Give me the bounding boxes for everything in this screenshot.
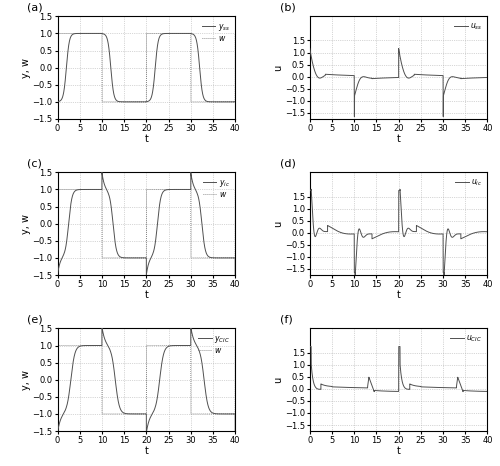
- X-axis label: t: t: [144, 290, 148, 300]
- Text: (d): (d): [280, 158, 295, 168]
- Y-axis label: u: u: [274, 377, 283, 383]
- Y-axis label: u: u: [274, 64, 283, 71]
- Y-axis label: u: u: [274, 220, 283, 227]
- Text: (f): (f): [280, 314, 292, 324]
- Legend: $u_{ic}$: $u_{ic}$: [454, 176, 484, 190]
- Y-axis label: y, w: y, w: [21, 370, 31, 390]
- Legend: $y_{CIC}$, $w$: $y_{CIC}$, $w$: [196, 332, 232, 356]
- Text: (c): (c): [28, 158, 42, 168]
- Legend: $u_{CIC}$: $u_{CIC}$: [448, 332, 484, 346]
- X-axis label: t: t: [396, 134, 400, 144]
- Y-axis label: y, w: y, w: [21, 214, 31, 233]
- Text: (b): (b): [280, 2, 295, 12]
- X-axis label: t: t: [396, 290, 400, 300]
- Text: (e): (e): [28, 314, 43, 324]
- X-axis label: t: t: [144, 446, 148, 456]
- Legend: $y_{ic}$, $w$: $y_{ic}$, $w$: [201, 176, 232, 200]
- Legend: $y_{ss}$, $w$: $y_{ss}$, $w$: [200, 20, 232, 44]
- Legend: $u_{ss}$: $u_{ss}$: [452, 20, 484, 34]
- Y-axis label: y, w: y, w: [21, 58, 31, 78]
- X-axis label: t: t: [396, 446, 400, 456]
- X-axis label: t: t: [144, 134, 148, 144]
- Text: (a): (a): [28, 2, 43, 12]
